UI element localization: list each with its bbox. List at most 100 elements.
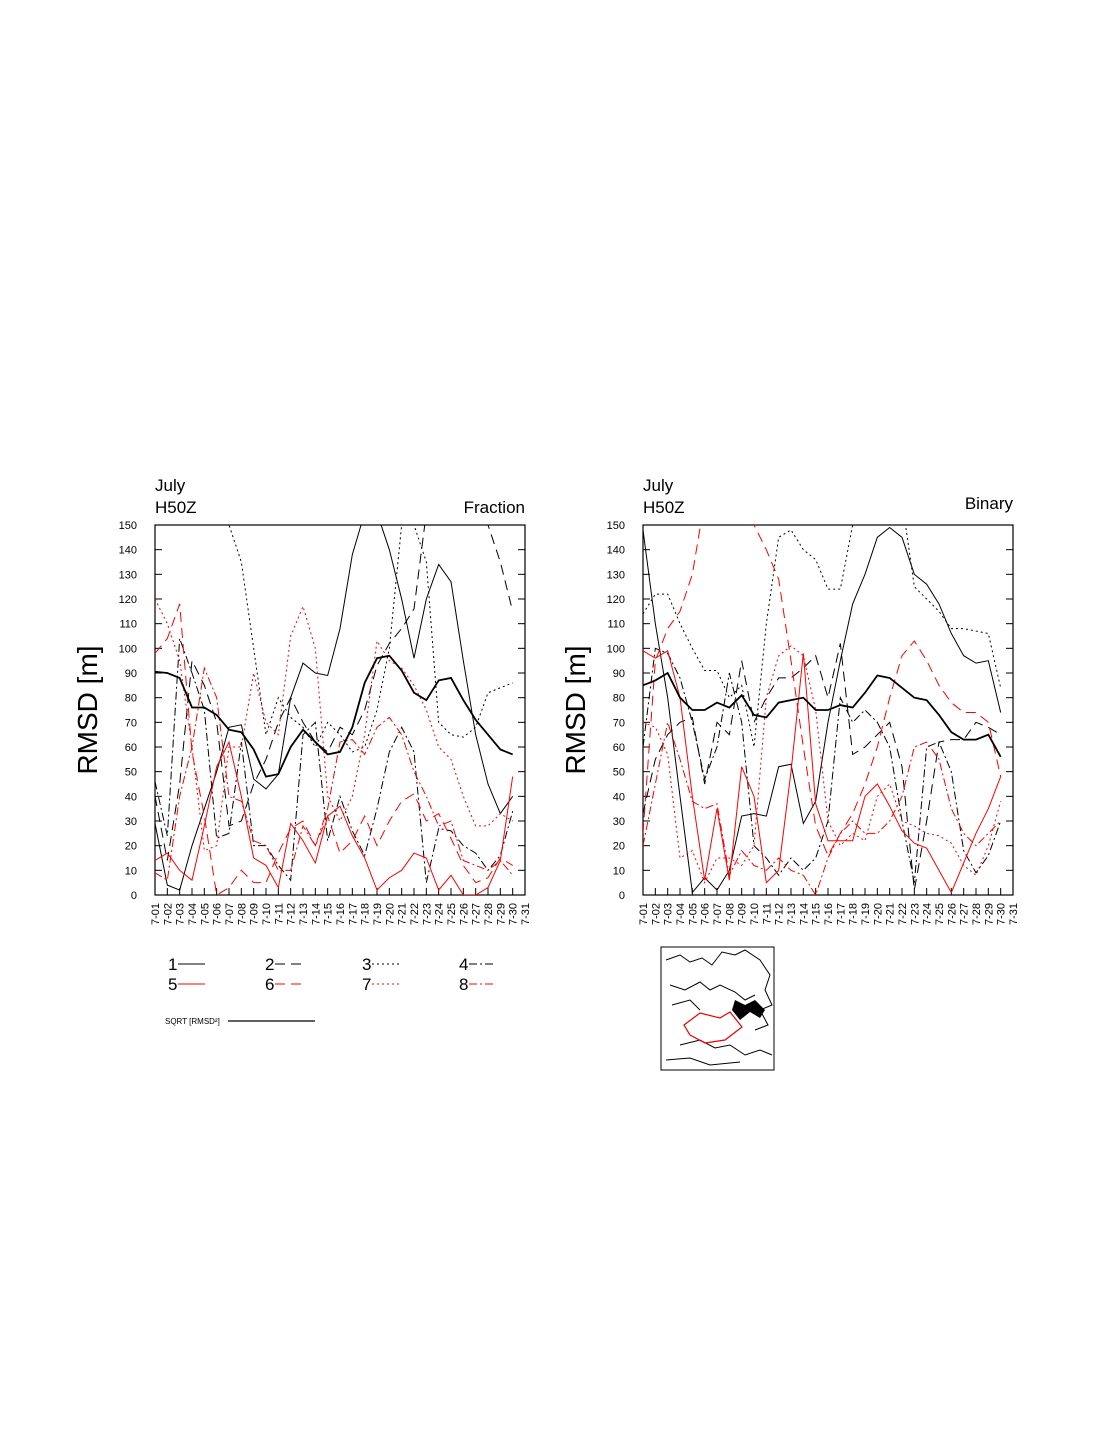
y-tick-label: 110	[119, 619, 137, 631]
x-tick-label: 7-09	[737, 903, 749, 925]
x-tick-label: 7-12	[286, 903, 298, 925]
y-axis-label: RMSD [m]	[72, 645, 103, 774]
y-tick-label: 100	[607, 643, 625, 655]
legend-label: SQRT [RMSD²]	[165, 1017, 220, 1026]
series-group	[155, 525, 514, 895]
x-tick-label: 7-29	[495, 903, 507, 925]
map-inset	[660, 946, 775, 1071]
x-tick-label: 7-26	[946, 903, 958, 925]
x-tick-label: 7-18	[360, 903, 372, 925]
x-tick-label: 7-27	[471, 903, 483, 925]
y-tick-label: 0	[131, 890, 137, 902]
legend-label: 2	[265, 955, 274, 974]
y-tick-label: 130	[607, 569, 625, 581]
x-tick-label: 7-28	[971, 903, 983, 925]
x-tick-label: 7-08	[724, 903, 736, 925]
legend-label: 8	[459, 975, 468, 994]
chart-subtitle: H50Z	[643, 498, 685, 517]
x-tick-label: 7-02	[162, 903, 174, 925]
series-line	[643, 671, 1002, 758]
x-tick-label: 7-06	[212, 903, 224, 925]
series-line	[643, 720, 1002, 895]
x-tick-label: 7-11	[273, 903, 285, 924]
legend-label: 5	[168, 975, 177, 994]
series-line	[155, 666, 514, 882]
y-tick-label: 10	[125, 865, 137, 877]
x-tick-label: 7-17	[347, 903, 359, 925]
legend-label: 7	[362, 975, 371, 994]
series-group	[643, 525, 1002, 895]
x-tick-label: 7-21	[885, 903, 897, 925]
x-tick-label: 7-02	[650, 903, 662, 925]
y-tick-label: 70	[125, 717, 137, 729]
legend-label: 3	[362, 955, 371, 974]
y-tick-label: 110	[607, 619, 625, 631]
series-line	[643, 647, 1002, 883]
series-line	[643, 525, 1002, 748]
legend-label: 6	[265, 975, 274, 994]
series-line	[155, 525, 514, 861]
x-tick-label: 7-07	[224, 903, 236, 925]
x-tick-label: 7-10	[261, 903, 273, 925]
x-tick-label: 7-22	[897, 903, 909, 925]
y-tick-label: 50	[125, 767, 137, 779]
x-tick-label: 7-30	[996, 903, 1008, 925]
y-tick-label: 90	[613, 668, 625, 680]
x-tick-label: 7-13	[786, 903, 798, 925]
y-tick-label: 70	[613, 717, 625, 729]
y-tick-label: 40	[125, 791, 137, 803]
series-line	[643, 650, 1002, 894]
series-line	[643, 643, 1001, 891]
series-line	[155, 654, 514, 778]
x-tick-label: 7-03	[663, 903, 675, 925]
x-tick-label: 7-22	[409, 903, 421, 925]
y-tick-label: 150	[119, 520, 137, 532]
x-tick-label: 7-11	[761, 903, 773, 924]
x-tick-label: 7-16	[823, 903, 835, 925]
x-tick-label: 7-21	[397, 903, 409, 925]
x-tick-label: 7-26	[458, 903, 470, 925]
x-tick-label: 7-03	[175, 903, 187, 925]
series-line	[155, 740, 514, 895]
x-tick-label: 7-01	[150, 903, 162, 925]
x-tick-label: 7-17	[835, 903, 847, 925]
y-tick-label: 60	[125, 742, 137, 754]
x-tick-label: 7-31	[1008, 903, 1020, 925]
x-tick-label: 7-30	[508, 903, 520, 925]
y-tick-label: 130	[119, 569, 137, 581]
x-tick-label: 7-07	[712, 903, 724, 925]
y-tick-label: 30	[613, 816, 625, 828]
legend-label: 4	[459, 955, 468, 974]
y-tick-label: 30	[125, 816, 137, 828]
x-tick-label: 7-16	[335, 903, 347, 925]
y-axis-label: RMSD [m]	[560, 645, 591, 774]
y-tick-label: 10	[613, 865, 625, 877]
x-tick-label: 7-23	[421, 903, 433, 925]
x-tick-label: 7-24	[434, 903, 446, 925]
x-tick-label: 7-19	[860, 903, 872, 925]
y-tick-label: 100	[119, 643, 137, 655]
legend-label: 1	[168, 955, 177, 974]
x-tick-label: 7-28	[483, 903, 495, 925]
series-line	[155, 638, 514, 883]
x-tick-label: 7-24	[922, 903, 934, 925]
y-tick-label: 80	[125, 693, 137, 705]
x-tick-label: 7-10	[749, 903, 761, 925]
x-tick-label: 7-20	[384, 903, 396, 925]
y-tick-label: 120	[119, 594, 137, 606]
x-tick-label: 7-04	[675, 903, 687, 925]
series-line	[228, 525, 513, 753]
panel-label: Fraction	[464, 498, 525, 517]
x-tick-label: 7-15	[323, 903, 335, 925]
x-tick-label: 7-01	[638, 903, 650, 925]
y-tick-label: 20	[125, 841, 137, 853]
x-tick-label: 7-08	[236, 903, 248, 925]
y-tick-label: 80	[613, 693, 625, 705]
x-tick-label: 7-09	[249, 903, 261, 925]
x-tick-label: 7-20	[872, 903, 884, 925]
x-tick-label: 7-27	[959, 903, 971, 925]
x-tick-label: 7-29	[983, 903, 995, 925]
chart-title: July	[643, 476, 674, 495]
x-tick-label: 7-13	[298, 903, 310, 925]
